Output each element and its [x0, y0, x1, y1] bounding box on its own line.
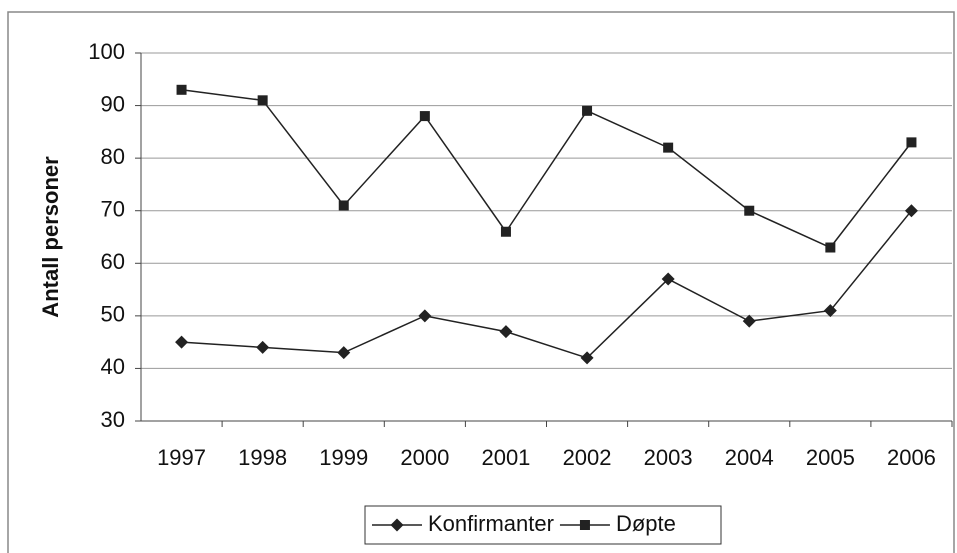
data-point: [338, 200, 349, 211]
y-tick-label: 30: [101, 407, 125, 432]
y-tick-label: 70: [101, 197, 125, 222]
data-point: [500, 226, 511, 237]
data-point: [176, 84, 187, 95]
data-point: [742, 314, 756, 328]
legend: Konfirmanter Døpte: [364, 505, 722, 545]
data-point: [337, 346, 351, 360]
series-line: [181, 89, 913, 249]
data-point: [904, 204, 918, 218]
x-tick-label: 2005: [806, 445, 855, 470]
legend-label: Konfirmanter: [428, 511, 554, 536]
data-point: [175, 335, 189, 349]
data-point: [823, 304, 837, 318]
data-point: [744, 205, 755, 216]
data-point: [256, 340, 270, 354]
y-tick-label: 100: [88, 39, 125, 64]
x-tick-label: 1998: [238, 445, 287, 470]
data-point: [257, 95, 268, 106]
y-axis-label: Antall personer: [38, 156, 63, 318]
legend-label: Døpte: [616, 511, 676, 536]
series-line: [181, 210, 913, 359]
y-tick-label: 40: [101, 354, 125, 379]
data-point: [582, 105, 593, 116]
y-tick-label: 90: [101, 91, 125, 116]
data-point: [663, 142, 674, 153]
data-point: [661, 272, 675, 286]
y-tick-label: 80: [101, 144, 125, 169]
data-point: [580, 351, 594, 365]
data-point: [499, 325, 513, 339]
x-tick-label: 1997: [157, 445, 206, 470]
data-point: [825, 242, 836, 253]
x-tick-label: 2006: [887, 445, 936, 470]
legend-marker: [579, 520, 590, 530]
legend-box: [364, 505, 722, 545]
x-tick-label: 2004: [725, 445, 774, 470]
x-tick-label: 2003: [644, 445, 693, 470]
y-tick-label: 60: [101, 249, 125, 274]
data-point: [418, 309, 432, 323]
data-point: [419, 111, 430, 122]
x-tick-label: 1999: [319, 445, 368, 470]
x-tick-label: 2002: [563, 445, 612, 470]
x-tick-label: 2000: [400, 445, 449, 470]
y-tick-label: 50: [101, 302, 125, 327]
legend-marker: [390, 518, 404, 532]
chart-frame: [7, 11, 955, 553]
x-tick-label: 2001: [481, 445, 530, 470]
data-point: [906, 137, 917, 148]
